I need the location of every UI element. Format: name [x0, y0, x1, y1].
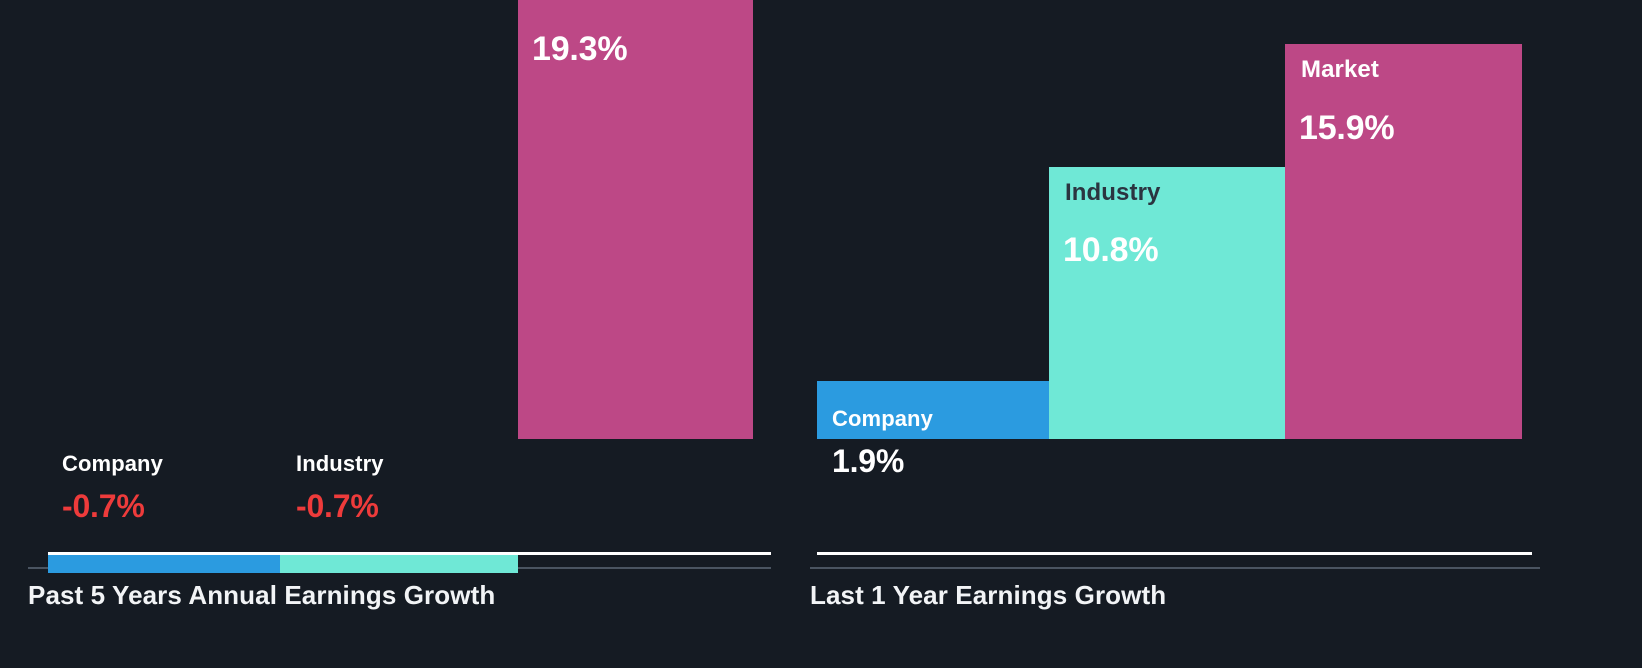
annotation-company-left: Company -0.7% — [62, 451, 163, 525]
annotation-market-left: 19.3% — [532, 30, 628, 68]
annotation-industry-left: Industry -0.7% — [296, 451, 384, 525]
zero-baseline-left — [48, 552, 771, 555]
label-market-right: Market — [1301, 56, 1379, 83]
value-company-right: 1.9% — [832, 443, 905, 480]
bar-company-left[interactable] — [48, 555, 280, 573]
annotation-industry-right: 10.8% — [1063, 231, 1159, 269]
value-industry-right: 10.8% — [1063, 231, 1159, 269]
value-industry-left: -0.7% — [296, 488, 379, 525]
panel-title-right: Last 1 Year Earnings Growth — [810, 580, 1167, 610]
label-industry-left: Industry — [296, 451, 384, 476]
panel-past-5-years: Company -0.7% Industry -0.7% 19.3% Marke… — [0, 0, 810, 668]
bar-market-right[interactable]: Market — [1285, 44, 1522, 439]
bar-company-right[interactable] — [817, 381, 1049, 439]
plot-area-left: Company -0.7% Industry -0.7% 19.3% Marke… — [0, 0, 810, 573]
value-market-right: 15.9% — [1299, 109, 1395, 147]
bar-industry-left[interactable] — [280, 555, 518, 573]
bar-market-left[interactable]: Market — [518, 0, 753, 439]
panel-title-left: Past 5 Years Annual Earnings Growth — [28, 580, 496, 610]
value-company-left: -0.7% — [62, 488, 145, 525]
label-company-right: Company — [832, 406, 933, 431]
annotation-company-right: Company 1.9% — [832, 406, 933, 480]
label-market-left: Market — [534, 0, 612, 6]
label-industry-right: Industry — [1065, 179, 1161, 206]
zero-baseline-right — [817, 552, 1532, 555]
bar-industry-right[interactable]: Industry — [1049, 167, 1285, 439]
panel-last-1-year: Company 1.9% 10.8% Industry 15.9% Market… — [810, 0, 1642, 668]
annotation-market-right: 15.9% — [1299, 109, 1395, 147]
value-market-left: 19.3% — [532, 30, 628, 68]
label-company-left: Company — [62, 451, 163, 476]
axis-line-right — [810, 567, 1540, 569]
plot-area-right: Company 1.9% 10.8% Industry 15.9% Market — [810, 0, 1642, 555]
